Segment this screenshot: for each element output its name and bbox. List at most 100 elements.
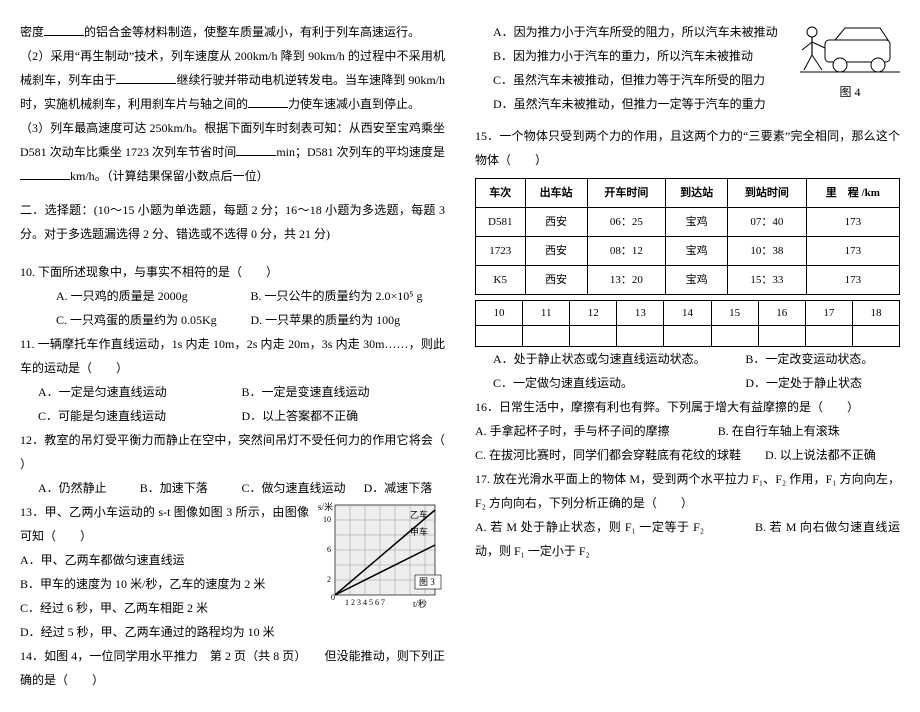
th: 到站时间: [728, 179, 806, 208]
opt: B．一定是变速直线运动: [242, 380, 446, 404]
table-row: 1723西安08：12宝鸡10：38173: [476, 237, 900, 266]
table-row: K5西安13：20宝鸡15：33173: [476, 266, 900, 295]
td: D581: [476, 208, 526, 237]
td: 07：40: [728, 208, 806, 237]
opt: D．一定处于静止状态: [745, 371, 900, 395]
td: 1723: [476, 237, 526, 266]
td: 10：38: [728, 237, 806, 266]
q17: 17. 放在光滑水平面上的物体 M，受到两个水平拉力 F₁、F₂ 作用，F₁ 方…: [475, 467, 900, 515]
graph-svg: s/米 106 20 1 2 3 4 5 6 7 t/秒 乙车 甲车 图 3: [315, 500, 445, 610]
right-column: 图 4 A．因为推力小于汽车所受的阻力，所以汽车未被推动 B．因为推力小于汽车的…: [475, 20, 900, 692]
line-yi: 乙车: [410, 509, 428, 520]
opt: A．处于静止状态或匀速直线运动状态。: [493, 347, 745, 371]
page-root: 密度 的铝合金等材料制造，使整车质量减小，有利于列车高速运行。 （2）采用“再生制…: [20, 20, 900, 692]
car-svg: [800, 20, 900, 80]
q13-wrap: s/米 106 20 1 2 3 4 5 6 7 t/秒 乙车 甲车 图 3 1…: [20, 500, 445, 644]
opt: C. 在拔河比赛时，同学们都会穿鞋底有花纹的球鞋: [475, 448, 741, 462]
opt: A．仍然静止: [38, 476, 140, 500]
q16-opts2: C. 在拔河比赛时，同学们都会穿鞋底有花纹的球鞋 D. 以上说法都不正确: [475, 443, 900, 467]
section-2-head: 二．选择题：(10～15 小题为单选题，每题 2 分；16～18 小题为多选题，…: [20, 198, 445, 246]
text: 的铝合金等材料制造，使整车质量减小，有利于列车高速运行。: [84, 25, 420, 39]
q14: 14．如图 4，一位同学用水平推力 第 2 页（共 8 页） 但没能推动，则下列…: [20, 644, 445, 692]
th: 到达站: [666, 179, 728, 208]
svg-text:0: 0: [331, 593, 335, 602]
q17-opts: A. 若 M 处于静止状态，则 F₁ 一定等于 F₂ B. 若 M 向右做匀速直…: [475, 515, 900, 563]
td: K5: [476, 266, 526, 295]
opt: A. 一只鸡的质量是 2000g: [56, 284, 251, 308]
td: 宝鸡: [666, 208, 728, 237]
opt: D．经过 5 秒，甲、乙两车通过的路程均为 10 米: [20, 620, 445, 644]
opt: A. 若 M 处于静止状态，则 F₁ 一定等于 F₂: [475, 520, 704, 534]
table-row: D581西安06：25宝鸡07：40173: [476, 208, 900, 237]
td: 西安: [525, 237, 587, 266]
text: 力使车速减小直到停止。: [288, 97, 420, 111]
yaxis-label: s/米: [318, 501, 333, 512]
q11: 11. 一辆摩托车作直线运动，1s 内走 10m，2s 内走 20m，3s 内走…: [20, 332, 445, 380]
opt: C．可能是匀速直线运动: [38, 404, 242, 428]
ans-row-nums: 101112131415161718: [476, 301, 900, 326]
opt: C. 一只鸡蛋的质量约为 0.05Kg: [56, 308, 251, 332]
opt: B. 在自行车轴上有滚珠: [718, 424, 840, 438]
opt: A．一定是匀速直线运动: [38, 380, 242, 404]
blank: [20, 167, 70, 180]
td: 15：33: [728, 266, 806, 295]
blank: [248, 95, 288, 108]
th: 里 程 /km: [806, 179, 899, 208]
graph-3: s/米 106 20 1 2 3 4 5 6 7 t/秒 乙车 甲车 图 3: [315, 500, 445, 610]
para-speed: （3）列车最高速度可达 250km/h。根据下面列车时刻表可知：从西安至宝鸡乘坐…: [20, 116, 445, 188]
q12-opts: A．仍然静止 B．加速下落 C．做匀速直线运动 D．减速下落: [20, 476, 445, 500]
td: 12: [570, 301, 617, 326]
td: 173: [806, 208, 899, 237]
td: 10: [476, 301, 523, 326]
text: 密度: [20, 25, 44, 39]
opt: A. 手拿起杯子时，手与杯子间的摩擦: [475, 424, 670, 438]
text: min；D581 次列车的平均速度是: [276, 145, 445, 159]
fig3-label: 图 3: [419, 577, 435, 587]
schedule-table: 车次 出车站 开车时间 到达站 到站时间 里 程 /km D581西安06：25…: [475, 178, 900, 295]
q15: 15．一个物体只受到两个力的作用，且这两个力的“三要素”完全相同，那么这个物体（…: [475, 124, 900, 172]
fig4-label: 图 4: [800, 80, 900, 104]
opt: D. 以上说法都不正确: [765, 448, 876, 462]
q16-opts: A. 手拿起杯子时，手与杯子间的摩擦 B. 在自行车轴上有滚珠: [475, 419, 900, 443]
td: 18: [852, 301, 899, 326]
opt: D. 一只苹果的质量约为 100g: [251, 308, 446, 332]
td: 13: [617, 301, 664, 326]
td: 宝鸡: [666, 237, 728, 266]
q10: 10. 下面所述现象中，与事实不相符的是（ ）: [20, 260, 445, 284]
td: 173: [806, 237, 899, 266]
para-density: 密度 的铝合金等材料制造，使整车质量减小，有利于列车高速运行。: [20, 20, 445, 44]
opt: D．以上答案都不正确: [242, 404, 446, 428]
figure-4: 图 4: [800, 20, 900, 104]
td: 11: [523, 301, 570, 326]
td: 08：12: [587, 237, 665, 266]
td: 15: [711, 301, 758, 326]
opt: D．减速下落: [364, 476, 445, 500]
svg-text:2: 2: [327, 575, 331, 584]
blank: [116, 71, 176, 84]
ans-row-empty: [476, 326, 900, 347]
line-jia: 甲车: [410, 526, 428, 537]
td: 06：25: [587, 208, 665, 237]
td: 西安: [525, 208, 587, 237]
td: 宝鸡: [666, 266, 728, 295]
svg-text:6: 6: [327, 545, 331, 554]
blank: [44, 23, 84, 36]
left-column: 密度 的铝合金等材料制造，使整车质量减小，有利于列车高速运行。 （2）采用“再生制…: [20, 20, 445, 692]
svg-text:10: 10: [323, 515, 331, 524]
th: 出车站: [525, 179, 587, 208]
opt: C．做匀速直线运动: [242, 476, 364, 500]
q15-opts: A．处于静止状态或匀速直线运动状态。 B．一定改变运动状态。 C．一定做匀速直线…: [475, 347, 900, 395]
svg-text:1 2 3 4 5 6 7: 1 2 3 4 5 6 7: [345, 598, 385, 607]
para-regen-brake: （2）采用“再生制动”技术，列车速度从 200km/h 降到 90km/h 的过…: [20, 44, 445, 116]
td: 13：20: [587, 266, 665, 295]
blank: [236, 143, 276, 156]
q12: 12．教室的吊灯受平衡力而静止在空中，突然间吊灯不受任何力的作用它将会（ ）: [20, 428, 445, 476]
td: 17: [805, 301, 852, 326]
opt: B. 一只公牛的质量约为 2.0×10⁵ g: [251, 284, 446, 308]
td: 西安: [525, 266, 587, 295]
answer-grid: 101112131415161718: [475, 300, 900, 347]
td: 173: [806, 266, 899, 295]
th: 车次: [476, 179, 526, 208]
table-header-row: 车次 出车站 开车时间 到达站 到站时间 里 程 /km: [476, 179, 900, 208]
opt: B．一定改变运动状态。: [745, 347, 900, 371]
